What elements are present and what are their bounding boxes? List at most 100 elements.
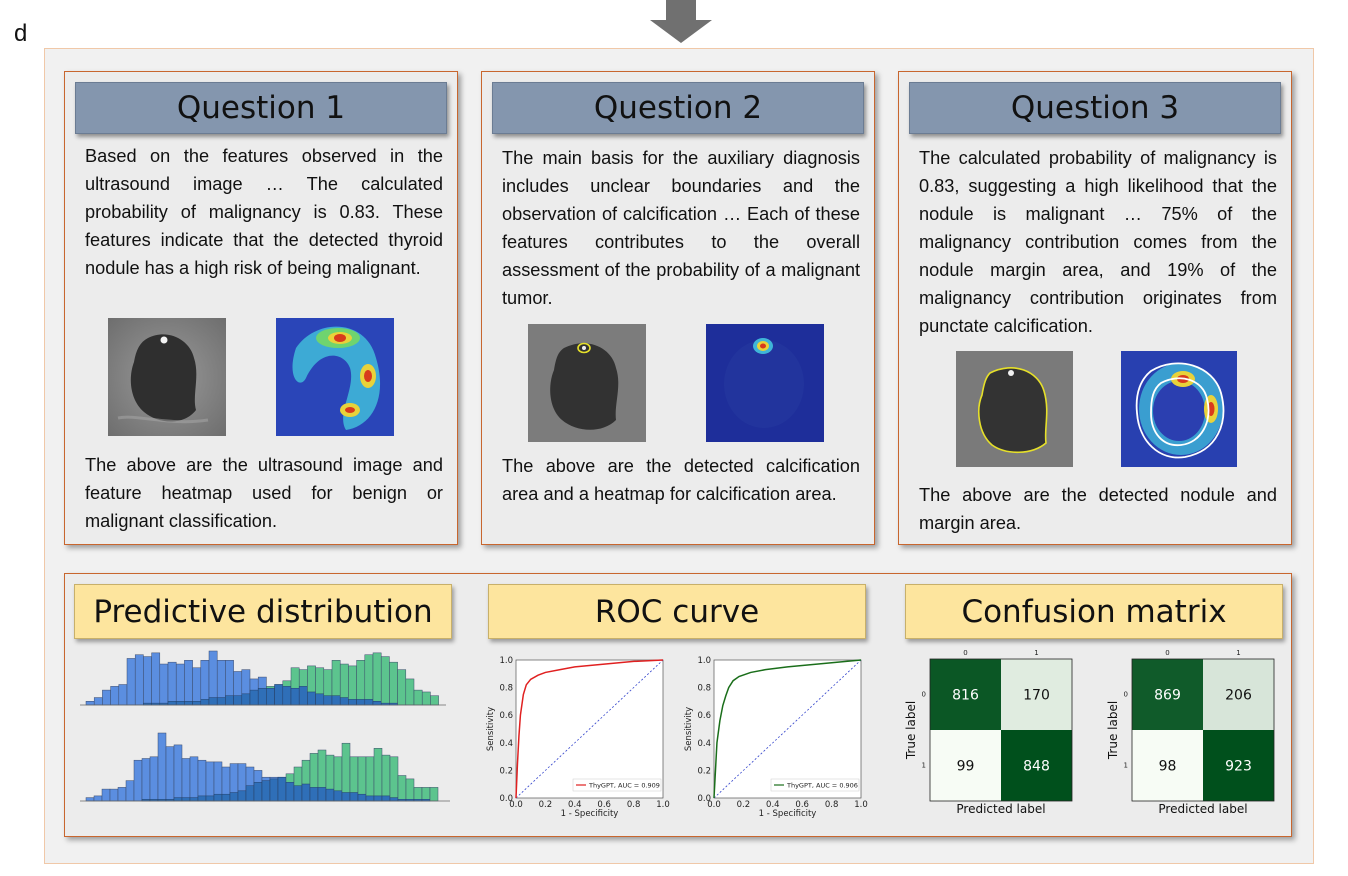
roc-x-tick: 0.0	[509, 800, 523, 810]
hist-overlap-bar	[325, 788, 335, 802]
hist-bar	[348, 665, 357, 706]
hist-bar	[141, 758, 151, 802]
hist-bar	[397, 775, 407, 802]
roc-y-tick: 0.2	[697, 766, 711, 776]
hist-overlap-bar	[290, 687, 300, 706]
roc-y-tick: 1.0	[499, 656, 513, 666]
question-2-caption: The above are the detected calcification…	[502, 456, 860, 504]
cm-cell-value: 206	[1225, 688, 1252, 704]
roc-y-tick: 0.0	[499, 794, 513, 804]
hist-overlap-bar	[221, 793, 231, 802]
hist-bar	[356, 660, 366, 706]
cm-border	[1131, 658, 1275, 802]
hist-overlap-bar	[323, 695, 333, 706]
hist-overlap-bar	[317, 787, 327, 802]
question-1-caption: The above are the ultrasound image and f…	[85, 455, 443, 531]
hist-bar	[175, 663, 185, 706]
cm-cell-value: 848	[1023, 759, 1050, 775]
question-3-card: Question 3 The calculated probability of…	[898, 71, 1292, 545]
hist-bar	[429, 787, 439, 802]
hist-bar	[173, 744, 183, 802]
confusion-matrix-chart-1: 816 170 99 848 0 0 1 1 Predicted label True label	[904, 649, 1073, 816]
hist-overlap-bar	[372, 701, 382, 706]
hist-bar	[165, 746, 175, 802]
margin-heatmap	[1121, 351, 1237, 467]
hist-overlap-bar	[365, 795, 375, 802]
hist-overlap-bar	[245, 785, 255, 802]
roc-y-tick: 0.8	[499, 684, 513, 694]
question-3-body: The calculated probability of malignancy…	[919, 148, 1277, 336]
roc-x-tick: 0.6	[795, 800, 809, 810]
hist-bar	[189, 756, 199, 802]
cm-row-tick: 0	[922, 691, 926, 699]
roc-y-tick: 0.4	[499, 739, 513, 749]
roc-x-tick: 1.0	[854, 800, 868, 810]
hist-overlap-bar	[192, 701, 202, 706]
hist-overlap-bar	[364, 699, 374, 706]
hist-bar	[143, 656, 152, 706]
hist-overlap-bar	[357, 793, 367, 802]
hist-bar	[149, 756, 159, 802]
hist-overlap-bar	[266, 687, 275, 706]
hist-overlap-bar	[331, 695, 341, 706]
hist-bar	[109, 788, 119, 802]
roc-curve-line	[515, 659, 664, 799]
cm-row-tick: 1	[922, 762, 926, 770]
roc-x-label: 1 - Specificity	[561, 809, 619, 819]
panel-label: d	[14, 20, 28, 47]
hist-bar	[101, 788, 111, 802]
roc-x-label: 1 - Specificity	[759, 809, 817, 819]
roc-y-tick: 0.6	[697, 711, 711, 721]
cm-col-tick: 1	[1034, 649, 1038, 657]
hist-overlap-bar	[200, 699, 210, 706]
roc-x-tick: 0.8	[825, 800, 839, 810]
hist-overlap-bar	[389, 797, 399, 802]
hist-bar	[381, 754, 391, 802]
hist-bar	[167, 661, 177, 706]
hist-overlap-bar	[233, 695, 243, 706]
confusion-matrix-title: Confusion matrix	[905, 584, 1283, 639]
roc-curve-line	[713, 659, 862, 799]
roc-diagonal	[713, 659, 862, 799]
hist-overlap-bar	[298, 686, 308, 706]
down-arrow-icon	[650, 0, 712, 43]
hist-bar	[126, 658, 136, 706]
hist-overlap-bar	[205, 795, 215, 802]
hist-bar	[389, 661, 398, 706]
hist-overlap-bar	[315, 693, 325, 706]
hist-bar	[181, 758, 191, 802]
cm-border	[929, 658, 1073, 802]
hist-overlap-bar	[189, 797, 199, 802]
question-2-card: Question 2 The main basis for the auxili…	[481, 71, 875, 545]
roc-x-tick: 0.2	[737, 800, 751, 810]
roc-x-tick: 0.2	[539, 800, 553, 810]
cm-row-tick: 0	[1124, 691, 1128, 699]
hist-bar	[421, 691, 431, 706]
ultrasound-image	[108, 318, 226, 436]
roc-y-tick: 0.0	[697, 794, 711, 804]
roc-y-label: Sensitivity	[684, 707, 694, 751]
hist-overlap-bar	[348, 699, 357, 706]
predictive-distribution-chart-bottom	[80, 732, 450, 802]
hist-bar	[117, 787, 127, 802]
roc-y-tick: 1.0	[697, 656, 711, 666]
roc-chart-1: 0.00.0 0.2 0.2 0.4 0.4 0.6 0.6 0.8 0.8 1.0 1.0 1 - …	[486, 656, 670, 819]
hist-overlap-bar	[373, 795, 383, 802]
roc-y-label: Sensitivity	[486, 707, 496, 751]
roc-x-tick: 0.4	[568, 800, 582, 810]
roc-chart-2: 0.00.0 0.2 0.2 0.4 0.4 0.6 0.6 0.8 0.8 1.0 1.0 1 - …	[684, 656, 868, 819]
confusion-matrix-chart-2: 869 206 98 923 0 0 1 1 Predicted label True label	[1106, 649, 1275, 816]
cm-cell	[1203, 659, 1274, 730]
roc-y-tick: 0.4	[697, 739, 711, 749]
hist-overlap-bar	[282, 686, 292, 706]
feature-heatmap	[276, 318, 394, 436]
hist-bar	[184, 660, 193, 706]
hist-bar	[430, 695, 439, 706]
hist-bar	[208, 650, 218, 706]
hist-bar	[133, 759, 143, 802]
roc-x-tick: 0.8	[627, 800, 641, 810]
hist-bar	[157, 732, 167, 802]
hist-bar	[380, 656, 390, 706]
roc-y-tick: 0.8	[697, 684, 711, 694]
hist-overlap-bar	[309, 787, 319, 802]
